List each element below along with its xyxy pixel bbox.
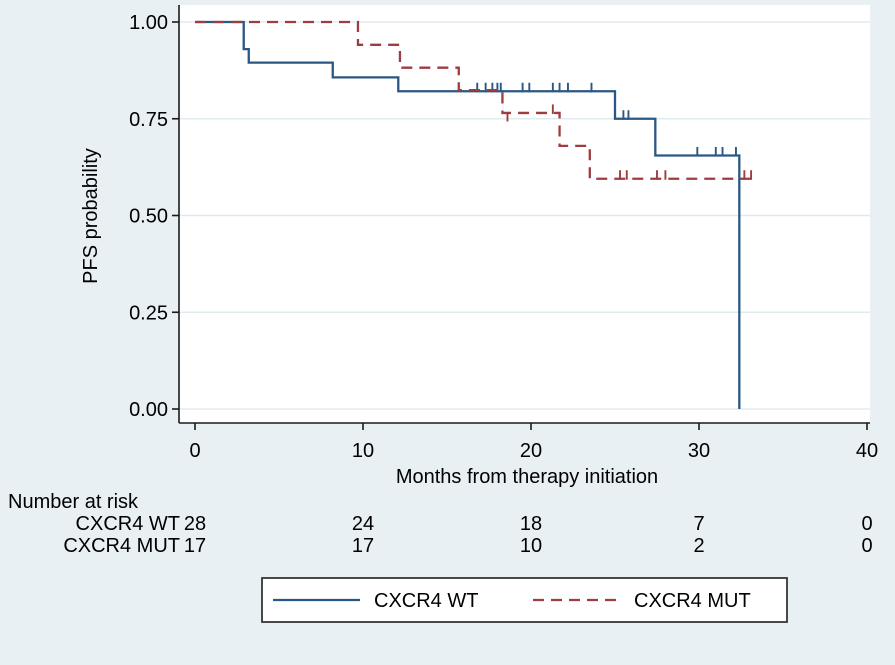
y-tick-label: 1.00 [129, 12, 168, 34]
survival-curve [195, 20, 753, 180]
y-axis-ticks: 0.00 0.25 0.50 0.75 1.00 [129, 12, 179, 421]
risk-row-label: CXCR4 MUT [63, 535, 180, 557]
risk-table-title: Number at risk [8, 491, 139, 513]
x-axis-title: Months from therapy initiation [396, 466, 658, 488]
number-at-risk-table: Number at risk CXCR4 WT 28 24 18 7 0 CXCR4 MUT… [8, 491, 873, 557]
y-tick-label: 0.25 [129, 302, 168, 324]
legend-label-wt: CXCR4 WT [374, 590, 478, 612]
risk-count: 7 [693, 513, 704, 535]
risk-row-label: CXCR4 WT [76, 513, 180, 535]
risk-row: CXCR4 MUT 17 17 10 2 0 [63, 535, 872, 557]
y-tick-label: 0.75 [129, 109, 168, 131]
series-cxcr4-wt [195, 20, 741, 409]
y-tick-label: 0.50 [129, 206, 168, 228]
risk-row: CXCR4 WT 28 24 18 7 0 [76, 513, 873, 535]
x-axis-ticks: 0 10 20 30 40 [189, 423, 878, 462]
survival-curves [195, 20, 753, 409]
x-axis: 0 10 20 30 40 [179, 422, 878, 462]
survival-curve [195, 20, 741, 409]
risk-count: 2 [693, 535, 704, 557]
x-tick-label: 10 [352, 440, 374, 462]
risk-count: 0 [861, 535, 872, 557]
risk-count: 28 [184, 513, 206, 535]
y-tick-label: 0.00 [129, 399, 168, 421]
risk-count: 10 [520, 535, 542, 557]
plot-area [179, 5, 870, 423]
x-tick-label: 20 [520, 440, 542, 462]
legend-label-mut: CXCR4 MUT [634, 590, 751, 612]
x-tick-label: 0 [189, 440, 200, 462]
legend: CXCR4 WT CXCR4 MUT [261, 577, 788, 623]
x-tick-label: 30 [688, 440, 710, 462]
risk-count: 0 [861, 513, 872, 535]
series-cxcr4-mut [195, 20, 753, 180]
risk-count: 18 [520, 513, 542, 535]
y-axis-title: PFS probability [80, 148, 102, 284]
risk-count: 17 [352, 535, 374, 557]
risk-count: 17 [184, 535, 206, 557]
risk-count: 24 [352, 513, 374, 535]
x-tick-label: 40 [856, 440, 878, 462]
y-axis: 0.00 0.25 0.50 0.75 1.00 [129, 5, 180, 423]
gridlines [179, 21, 870, 410]
